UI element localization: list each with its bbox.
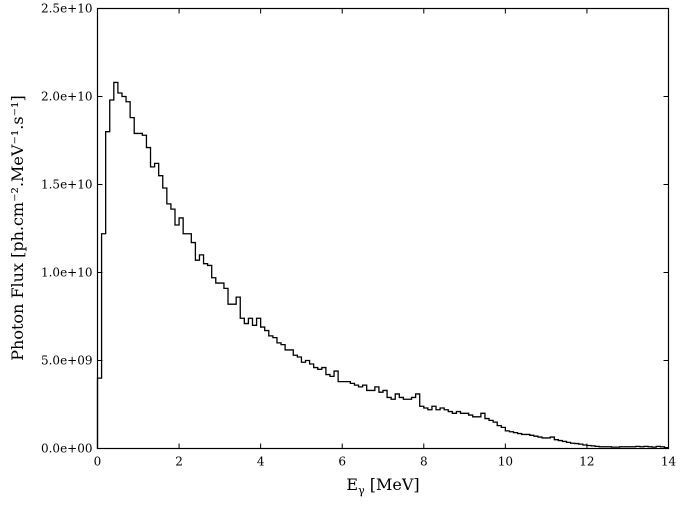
x-tick-label: 10	[498, 455, 513, 469]
x-tick-label: 0	[94, 455, 102, 469]
y-tick-label: 0.0e+00	[41, 442, 93, 456]
y-tick-label: 5.0e+09	[41, 354, 93, 368]
x-axis-label-unit: [MeV]	[365, 475, 420, 494]
y-tick-label: 2.0e+10	[41, 90, 93, 104]
x-axis-label: Eγ [MeV]	[346, 475, 419, 497]
x-axis-label-sub: γ	[358, 484, 365, 497]
x-tick-label: 6	[338, 455, 346, 469]
x-tick-label: 8	[420, 455, 428, 469]
histogram-step-line	[96, 81, 669, 449]
plot-frame	[96, 7, 670, 450]
x-axis-label-main: E	[346, 475, 358, 494]
x-tick-label: 14	[661, 455, 677, 469]
series-layer	[96, 81, 669, 449]
y-axis-label: Photon Flux [ph.cm⁻².MeV⁻¹.s⁻¹]	[8, 95, 27, 360]
axis-ticks: 0 2 4 6 8 10 12 14 0.0e+00 5.0e+09 1.0e+10 1.5e+10 2…	[41, 2, 677, 469]
x-tick-label: 12	[579, 455, 594, 469]
y-tick-label: 1.5e+10	[41, 178, 93, 192]
y-tick-label: 2.5e+10	[41, 2, 93, 16]
y-tick-label: 1.0e+10	[41, 266, 93, 280]
x-tick-label: 2	[175, 455, 183, 469]
x-tick-label: 4	[257, 455, 265, 469]
